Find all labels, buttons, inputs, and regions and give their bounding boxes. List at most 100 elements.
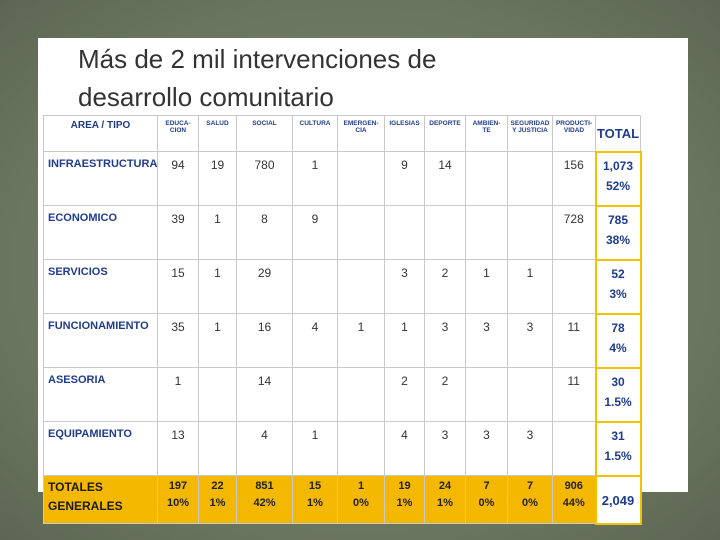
area-label: ECONOMICO	[43, 205, 158, 260]
value-cell: 2	[384, 367, 425, 422]
value-cell: 8	[236, 205, 293, 260]
table-row: FUNCIONAMIENTO 35 1 16 4 1 1 3 3 3 11 78 4%	[43, 312, 642, 369]
data-table: AREA / TIPO EDUCA- CION SALUD SOCIAL CULTURA…	[43, 115, 642, 525]
value-cell: 780	[236, 151, 293, 206]
area-label: FUNCIONAMIENTO	[43, 313, 158, 368]
totals-percent: 1%	[209, 497, 226, 509]
column-header: PRODUCTI- VIDAD	[552, 115, 596, 152]
empty-cell	[337, 259, 385, 314]
total-percent: 1.5%	[604, 394, 632, 409]
empty-cell	[337, 205, 385, 260]
table-row: INFRAESTRUCTURA 94 19 780 1 9 14 156 1,073 52%	[43, 150, 642, 207]
totals-value: 7	[483, 480, 490, 492]
totals-value: 906	[564, 480, 583, 492]
totals-cell: 7 0%	[507, 475, 553, 524]
total-percent: 38%	[605, 232, 631, 247]
empty-cell	[337, 421, 385, 476]
empty-cell	[424, 205, 466, 260]
totals-cell: 15 1%	[292, 475, 338, 524]
totals-cell: 22 1%	[198, 475, 237, 524]
total-percent: 4%	[609, 340, 627, 355]
total-value: 52	[611, 266, 625, 281]
empty-cell	[292, 367, 338, 422]
table-row: ECONOMICO 39 1 8 9 728 785 38%	[43, 204, 642, 261]
total-value: 785	[607, 212, 629, 227]
column-header: EDUCA- CION	[157, 115, 199, 152]
value-cell: 11	[552, 367, 596, 422]
empty-cell	[465, 151, 508, 206]
total-value: 31	[611, 428, 625, 443]
value-cell: 14	[236, 367, 293, 422]
column-header: EMERGEN- CIA	[337, 115, 385, 152]
total-cell: 30 1.5%	[594, 366, 642, 423]
total-value: 30	[611, 374, 625, 389]
column-header: TOTAL	[595, 115, 641, 152]
totals-value: 19	[398, 480, 411, 492]
value-cell: 35	[157, 313, 199, 368]
totals-cell: 24 1%	[424, 475, 466, 524]
totals-percent: 1%	[437, 497, 453, 509]
table-body: INFRAESTRUCTURA 94 19 780 1 9 14 156 1,073 52% ECO…	[43, 150, 642, 525]
total-cell: 78 4%	[594, 312, 642, 369]
value-cell: 3	[507, 313, 553, 368]
value-cell: 3	[507, 421, 553, 476]
totals-percent: 44%	[562, 497, 585, 509]
value-cell: 3	[384, 259, 425, 314]
column-header: IGLESIAS	[384, 115, 425, 152]
column-header: DEPORTE	[424, 115, 466, 152]
value-cell: 29	[236, 259, 293, 314]
value-cell: 1	[507, 259, 553, 314]
value-cell: 1	[465, 259, 508, 314]
totals-percent: 10%	[166, 497, 190, 509]
empty-cell	[465, 205, 508, 260]
area-label: INFRAESTRUCTURA	[43, 151, 158, 206]
value-cell: 1	[198, 259, 237, 314]
value-cell: 1	[198, 205, 237, 260]
value-cell: 2	[424, 259, 466, 314]
value-cell: 15	[157, 259, 199, 314]
totals-percent: 42%	[253, 497, 276, 509]
total-cell: 31 1.5%	[594, 420, 642, 477]
column-header: SOCIAL	[236, 115, 293, 152]
totals-value: 1	[357, 480, 365, 492]
header-row: AREA / TIPO EDUCA- CION SALUD SOCIAL CULTURA…	[43, 115, 641, 152]
totals-value: 197	[168, 480, 188, 492]
empty-cell	[337, 151, 385, 206]
value-cell: 11	[552, 313, 596, 368]
column-header: SEGURIDAD Y JUSTICIA	[507, 115, 553, 152]
empty-cell	[507, 205, 553, 260]
value-cell: 16	[236, 313, 293, 368]
value-cell: 3	[465, 421, 508, 476]
totals-cell: 7 0%	[465, 475, 508, 524]
slide: Más de 2 mil intervenciones de desarroll…	[38, 38, 688, 525]
totals-value: 7	[526, 480, 534, 492]
value-cell: 13	[157, 421, 199, 476]
totals-percent: 1%	[307, 497, 323, 509]
area-label: EQUIPAMIENTO	[43, 421, 158, 476]
value-cell: 2	[424, 367, 466, 422]
column-header: AMBIEN- TE	[465, 115, 508, 152]
totals-value: 24	[438, 480, 452, 492]
totals-cell: 906 44%	[552, 475, 596, 524]
value-cell: 1	[157, 367, 199, 422]
empty-cell	[292, 259, 338, 314]
empty-cell	[198, 421, 237, 476]
totals-value: 22	[211, 480, 224, 492]
total-value: 78	[611, 320, 625, 335]
value-cell: 4	[384, 421, 425, 476]
total-value: 1,073	[602, 158, 634, 173]
value-cell: 1	[337, 313, 385, 368]
table-row: ASESORIA 1 14 2 2 11 30 1.5%	[43, 366, 642, 423]
total-percent: 52%	[605, 178, 631, 193]
empty-cell	[465, 367, 508, 422]
value-cell: 4	[292, 313, 338, 368]
total-cell: 52 3%	[594, 258, 642, 315]
value-cell: 3	[424, 421, 466, 476]
value-cell: 728	[552, 205, 596, 260]
total-cell: 1,073 52%	[594, 150, 642, 207]
value-cell: 94	[157, 151, 199, 206]
value-cell: 3	[465, 313, 508, 368]
value-cell: 19	[198, 151, 237, 206]
totals-row: TOTALES GENERALES 197 10% 22 1% 851 42% 15 1% 1 0%…	[43, 474, 642, 525]
empty-cell	[337, 367, 385, 422]
